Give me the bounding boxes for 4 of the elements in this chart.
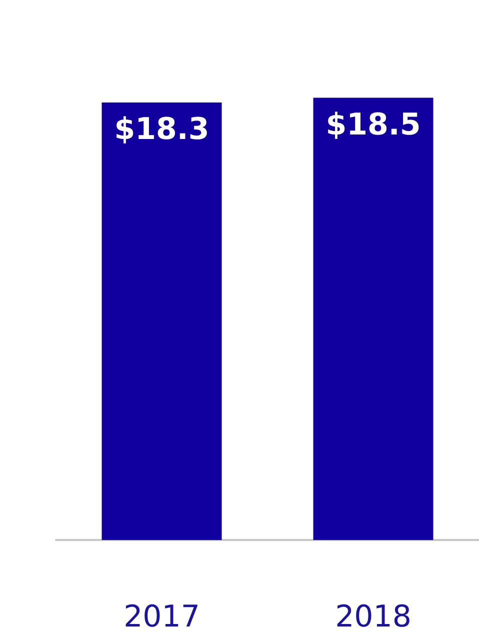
data-label: $18.5 bbox=[326, 107, 421, 142]
data-label: $18.3 bbox=[114, 112, 210, 148]
x-tick-label: 2018 bbox=[335, 600, 412, 634]
x-tick-label: 2017 bbox=[124, 600, 200, 634]
